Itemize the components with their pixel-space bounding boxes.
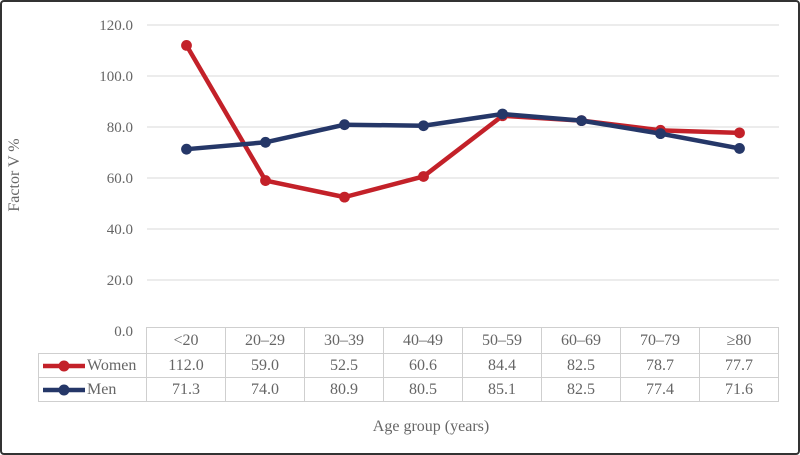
women-value-cell: 84.4 (462, 353, 542, 378)
data-point-women (181, 40, 192, 51)
col-header-age: 30–39 (304, 327, 384, 354)
women-value-cell: 78.7 (620, 353, 700, 378)
y-tick-label: 40.0 (107, 222, 133, 238)
data-point-men (418, 120, 429, 132)
men-value-cell: 80.9 (304, 377, 384, 402)
col-header-age: 50–59 (462, 327, 542, 354)
data-point-women (260, 175, 271, 186)
men-value-cell: 71.3 (146, 377, 226, 402)
women-value-cell: 77.7 (699, 353, 779, 378)
women-value-cell: 60.6 (383, 353, 463, 378)
men-value-cell: 74.0 (225, 377, 305, 402)
line-chart-plot: 0.0 20.0 40.0 60.0 80.0 100.0 120.0 (99, 18, 779, 340)
legend-men: Men (38, 377, 147, 402)
y-axis-title: Factor V % (6, 138, 23, 212)
series-line-women (184, 44, 740, 200)
series-line-men (186, 111, 740, 152)
men-value-cell: 82.5 (541, 377, 621, 402)
women-line-marker-icon (43, 360, 85, 371)
col-header-age: <20 (146, 327, 226, 354)
col-header-age: 20–29 (225, 327, 305, 354)
women-value-cell: 82.5 (541, 353, 621, 378)
men-value-cell: 85.1 (462, 377, 542, 402)
legend-women: Women (38, 353, 147, 378)
table-row-women: Women 112.0 59.0 52.5 60.6 84.4 82.5 78.… (38, 353, 779, 378)
col-header-age: 70–79 (620, 327, 700, 354)
men-value-cell: 77.4 (620, 377, 700, 402)
y-tick-label: 120.0 (99, 18, 133, 34)
table-header-row: <20 20–29 30–39 40–49 50–59 60–69 70–79 … (39, 327, 779, 354)
legend-women-label: Women (87, 356, 137, 374)
women-value-cell: 112.0 (146, 353, 226, 378)
col-header-age: 40–49 (383, 327, 463, 354)
data-point-men (339, 119, 350, 131)
data-point-men (576, 115, 587, 127)
y-tick-label: 80.0 (107, 120, 133, 136)
y-tick-label: 60.0 (107, 171, 133, 187)
data-point-men (655, 128, 666, 140)
women-value-cell: 52.5 (304, 353, 384, 378)
col-header-age: ≥80 (699, 327, 779, 354)
data-point-women (418, 171, 429, 182)
data-point-women (339, 191, 350, 203)
data-point-men (734, 143, 745, 154)
men-line-marker-icon (43, 384, 85, 395)
col-header-age: 60–69 (541, 327, 621, 354)
data-point-men (260, 136, 271, 148)
data-point-women (734, 127, 745, 139)
data-point-men (497, 108, 508, 120)
table-corner-blank (39, 328, 147, 354)
table-row-men: Men 71.3 74.0 80.9 80.5 85.1 82.5 77.4 7… (38, 377, 779, 402)
y-tick-label: 100.0 (99, 69, 133, 85)
x-axis-title: Age group (years) (372, 418, 490, 435)
men-value-cell: 80.5 (383, 377, 463, 402)
data-point-men (181, 143, 192, 155)
legend-men-label: Men (87, 380, 117, 398)
data-table: <20 20–29 30–39 40–49 50–59 60–69 70–79 … (38, 327, 779, 402)
y-tick-label: 0.0 (114, 324, 133, 340)
women-value-cell: 59.0 (225, 353, 305, 378)
men-value-cell: 71.6 (699, 377, 779, 402)
y-tick-label: 20.0 (107, 273, 133, 289)
